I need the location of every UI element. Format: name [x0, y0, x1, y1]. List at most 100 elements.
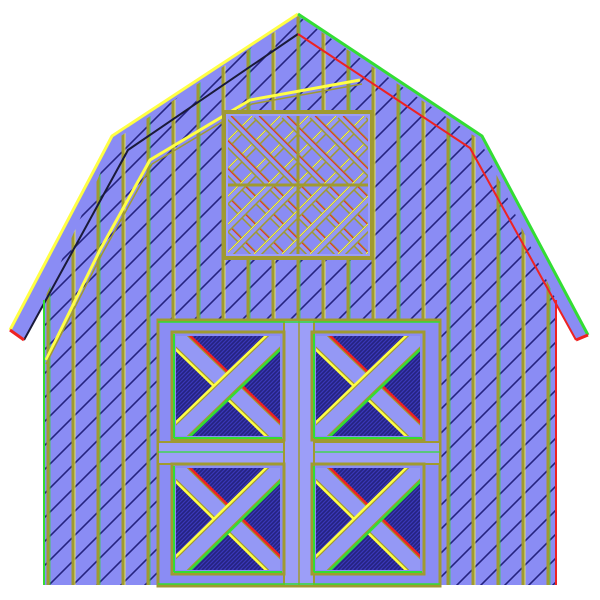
diagonal-stripe: [554, 468, 600, 570]
x-brace: [176, 468, 280, 570]
diagonal-stripe: [316, 468, 385, 538]
diagonal-stripe: [217, 506, 280, 570]
diagonal-stripe: [401, 550, 420, 570]
x-brace-edge: [316, 468, 408, 558]
diagonal-stripe: [347, 362, 420, 436]
roof-end-right: [575, 333, 589, 342]
lattice-bar-edge: [342, 116, 368, 142]
diagonal-stripe: [335, 350, 420, 436]
diagonal-stripe: [566, 468, 600, 570]
diagonal-stripe: [367, 382, 420, 436]
diagonal-stripe: [316, 336, 373, 394]
diagonal-stripe: [316, 336, 397, 418]
diagonal-stripe: [44, 16, 481, 585]
diagonal-stripe: [564, 336, 600, 436]
diagonal-stripe: [590, 468, 600, 570]
diagonal-stripe: [176, 468, 249, 542]
diagonal-stripe: [355, 16, 556, 585]
roof-end-left: [9, 328, 25, 342]
diagonal-stripe: [345, 494, 420, 570]
lattice-bar-face: [311, 197, 368, 254]
panel-border: [310, 462, 426, 576]
diagonal-stripe: [227, 382, 280, 436]
diagonal-stripe: [205, 494, 280, 570]
diagonal-stripe: [261, 550, 280, 570]
diagonal-stripe: [359, 374, 420, 436]
diagonal-stripe: [349, 498, 420, 570]
diagonal-stripe: [176, 336, 261, 422]
diagonal-stripe: [550, 468, 600, 570]
diagonal-stripe: [176, 468, 241, 534]
diagonal-stripe: [316, 336, 369, 390]
diagonal-stripe: [594, 468, 600, 570]
diagonal-stripe: [341, 490, 420, 570]
diagonal-stripe: [176, 336, 245, 406]
diagonal-stripe: [578, 468, 600, 570]
diagonal-stripe: [560, 336, 600, 436]
diagonal-stripe: [337, 486, 420, 570]
diagonal-stripe: [343, 358, 420, 436]
diagonal-stripe: [176, 468, 245, 538]
diagonal-stripe: [176, 336, 233, 394]
panel-fill: [316, 468, 600, 570]
diagonal-stripe: [588, 336, 600, 436]
diagonal-stripe: [566, 468, 600, 570]
diagonal-stripe: [316, 468, 401, 554]
roof-edge-right-bottom: [297, 33, 577, 341]
diagonal-stripe: [568, 336, 600, 436]
lattice-bar-face: [228, 116, 258, 147]
diagonal-stripe: [586, 468, 600, 570]
panel-border: [170, 462, 286, 576]
panel-fill: [316, 336, 600, 436]
diagonal-stripe: [576, 336, 600, 436]
diagonal-stripe: [562, 468, 600, 570]
lattice-bar-face: [339, 225, 368, 254]
x-brace: [316, 468, 420, 570]
barn-doors: [43, 300, 600, 588]
diagonal-stripe: [351, 366, 420, 436]
diagonal-stripe: [596, 336, 600, 436]
diagonal-stripe: [582, 468, 600, 570]
x-brace: [316, 336, 420, 436]
lattice-bar-edge: [228, 116, 281, 169]
diagonal-stripe: [316, 336, 381, 402]
lattice-bar-edge: [314, 116, 368, 170]
lattice-bar-face: [338, 116, 368, 147]
diagonal-stripe: [44, 16, 433, 585]
diagonal-stripe: [564, 336, 600, 436]
diagonal-stripe: [201, 490, 280, 570]
diagonal-stripe: [203, 358, 280, 436]
diagonal-stripe: [195, 350, 280, 436]
diagonal-stripe: [580, 336, 600, 436]
panel-border: [170, 330, 286, 442]
diagonal-stripe: [176, 336, 241, 402]
diagonal-stripe: [316, 468, 373, 526]
diagonal-stripe: [176, 468, 229, 522]
diagonal-stripe: [582, 468, 600, 570]
diagonal-stripe: [193, 482, 280, 570]
loft-window: [222, 110, 374, 260]
diagonal-stripe: [361, 510, 420, 570]
diagonal-stripe: [316, 468, 393, 546]
lattice-bar-edge: [337, 223, 368, 254]
diagonal-stripe: [558, 468, 600, 570]
diagonal-stripe: [223, 378, 280, 436]
roof-edge-left-top: [8, 12, 299, 331]
diagonal-stripe: [316, 336, 389, 410]
diagonal-stripe: [333, 482, 420, 570]
diagonal-stripe: [316, 336, 401, 422]
x-brace-edge: [176, 468, 268, 558]
diagonal-stripe: [176, 336, 249, 410]
diagonal-stripe: [592, 336, 600, 436]
diagonal-stripe: [550, 468, 600, 570]
diagonal-stripe: [219, 374, 280, 436]
diagonal-stripe: [0, 10, 24, 590]
roof-trim: [8, 12, 590, 342]
diagonal-stripe: [584, 336, 600, 436]
lattice-bar-edge: [228, 116, 253, 141]
lattice-bar-edge: [228, 196, 286, 254]
diagonal-stripe: [363, 378, 420, 436]
panel-fill: [176, 468, 600, 570]
diagonal-stripe: [316, 468, 369, 522]
diagonal-stripe: [176, 468, 257, 550]
